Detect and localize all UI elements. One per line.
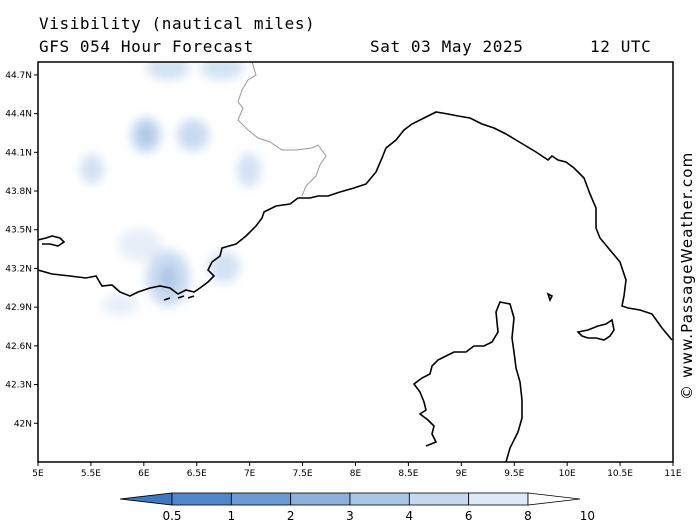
lon-tick-label: 8E	[350, 469, 362, 479]
lon-tick-label: 6E	[138, 469, 150, 479]
colorbar-label: 1	[228, 509, 236, 523]
colorbar-label: 4	[406, 509, 414, 523]
visibility-shading	[80, 62, 261, 315]
colorbar-segment	[349, 492, 410, 506]
lat-tick-label: 43.5N	[5, 226, 32, 236]
colorbar-segment	[171, 492, 232, 506]
colorbar-lower-extend	[119, 492, 173, 506]
lon-tick-label: 5.5E	[81, 469, 101, 479]
plot-frame	[37, 61, 674, 463]
colorbar-label: 0.5	[162, 509, 181, 523]
forecast-subtitle: GFS 054 Hour Forecast	[39, 37, 254, 56]
chart-title: Visibility (nautical miles)	[39, 14, 316, 33]
lat-tick-label: 44.7N	[5, 71, 32, 81]
lat-tick-label: 44.4N	[5, 110, 32, 120]
colorbar-segment	[408, 492, 470, 506]
lon-tick-label: 11E	[664, 469, 681, 479]
colorbar-segment	[290, 492, 351, 506]
lon-tick-label: 6.5E	[187, 469, 207, 479]
longitude-axis: 5E 5.5E 6E 6.5E 7E 7.5E 8E 8.5E 9E 9.5E 10E 10.5E 11…	[32, 462, 682, 479]
lat-tick-label: 43.8N	[5, 187, 32, 197]
colorbar-label: 2	[287, 509, 295, 523]
western-coastline	[38, 235, 66, 247]
forecast-date: Sat 03 May 2025	[370, 37, 524, 56]
colorbar-label: 8	[524, 509, 532, 523]
site-credit: © www.PassageWeather.com	[678, 151, 696, 400]
forecast-time: 12 UTC	[590, 37, 652, 56]
colorbar-label: 3	[346, 509, 354, 523]
lat-tick-label: 43.2N	[5, 264, 32, 274]
colorbar-legend: 0.5 1 2 3 4 6 8 10	[119, 492, 595, 523]
lon-tick-label: 9.5E	[504, 469, 524, 479]
lat-tick-label: 42.6N	[5, 342, 32, 352]
lon-tick-label: 10E	[559, 469, 576, 479]
lon-tick-label: 5E	[32, 469, 44, 479]
lat-tick-label: 42N	[14, 419, 32, 429]
mainland-coastline	[38, 111, 673, 341]
lat-tick-label: 42.9N	[5, 303, 32, 313]
lon-tick-label: 10.5E	[607, 469, 633, 479]
lon-tick-label: 8.5E	[398, 469, 418, 479]
lon-tick-label: 7.5E	[293, 469, 313, 479]
hyeres-islands	[163, 295, 195, 301]
colorbar-label: 10	[580, 509, 595, 523]
colorbar-segment	[468, 492, 529, 506]
latitude-axis: 44.7N 44.4N 44.1N 43.8N 43.5N 43.2N 42.9N 42.6N…	[5, 71, 38, 429]
corsica-coastline	[412, 301, 523, 462]
colorbar-label: 6	[465, 509, 473, 523]
country-border	[237, 62, 327, 197]
lat-tick-label: 42.3N	[5, 381, 32, 391]
lon-tick-label: 9E	[456, 469, 468, 479]
colorbar-upper-extend	[527, 492, 581, 506]
elba-island	[576, 318, 615, 341]
lat-tick-label: 44.1N	[5, 148, 32, 158]
colorbar-segment	[230, 492, 292, 506]
capraia-island	[546, 292, 554, 303]
lon-tick-label: 7E	[244, 469, 256, 479]
